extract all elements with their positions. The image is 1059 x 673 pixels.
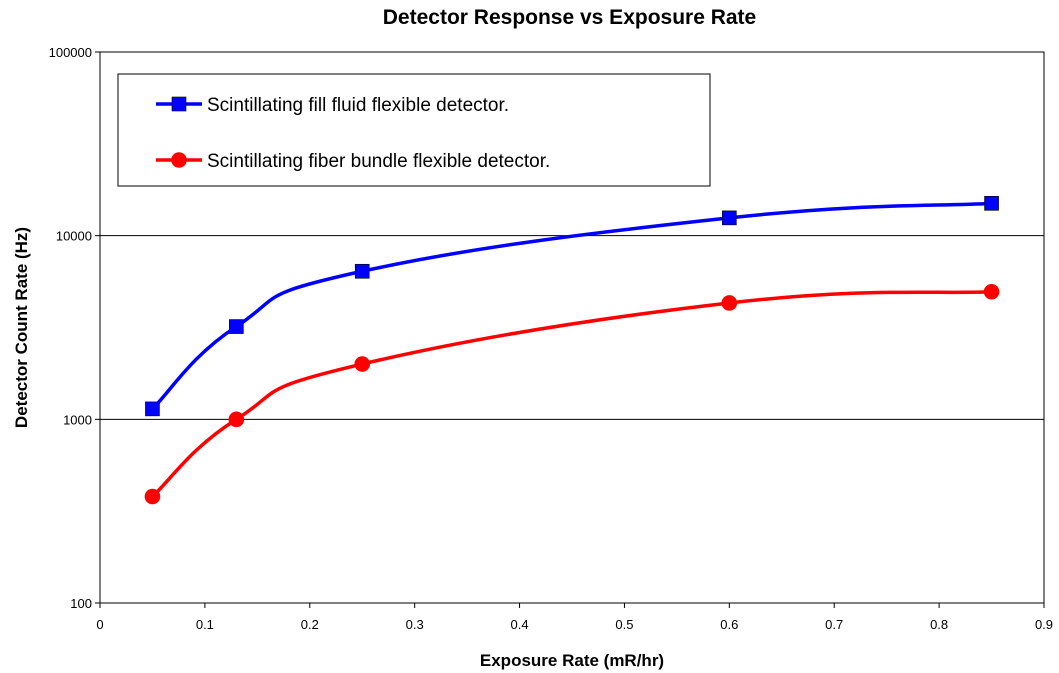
data-point [984,196,999,211]
legend-label: Scintillating fill fluid flexible detect… [207,95,509,116]
y-axis-title: Detector Count Rate (Hz) [12,227,31,428]
axis-ticks: 100 1000 10000 100000 0 0.1 0.2 0.3 0.4 0.5 0.6 0.7… [49,45,1053,632]
x-tick-label: 0.7 [825,617,843,632]
data-point [983,283,1000,300]
x-tick-label: 0.3 [406,617,424,632]
x-tick-label: 0.1 [196,617,214,632]
series-line [151,290,992,498]
data-point [229,319,244,334]
legend-box [117,73,711,187]
plot-area [99,51,1045,604]
data-point [722,210,737,226]
x-axis-title: Exposure Rate (mR/hr) [480,651,664,670]
x-tick-label: 0.6 [720,617,738,632]
series-1 [145,196,999,417]
y-tick-label: 10000 [56,229,92,244]
x-tick-label: 0.2 [301,617,319,632]
y-tick-label: 1000 [63,412,92,427]
data-point [228,411,245,428]
data-point [145,401,160,417]
x-tick-label: 0.8 [930,617,948,632]
data-point [721,295,738,311]
data-point [144,488,161,505]
chart-title: Detector Response vs Exposure Rate [382,6,757,29]
series-layer [144,196,1000,505]
legend: Scintillating fill fluid flexible detect… [117,73,711,187]
data-point [354,263,370,279]
x-tick-label: 0 [96,617,103,632]
y-tick-label: 100000 [49,45,92,60]
series-line [151,201,992,411]
legend-label: Scintillating fiber bundle flexible dete… [207,151,550,172]
x-tick-label: 0.9 [1035,617,1053,632]
x-tick-label: 0.4 [511,617,529,632]
x-tick-label: 0.5 [615,617,633,632]
legend-marker [171,152,187,168]
y-tick-label: 100 [70,596,92,611]
data-point [354,356,371,372]
legend-marker [171,96,187,112]
series-2 [144,283,1000,505]
